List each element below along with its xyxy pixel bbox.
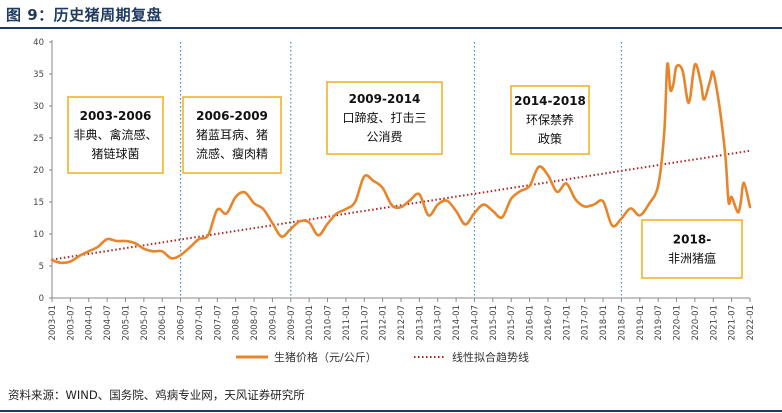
legend-label-price: 生猪价格（元/公斤） bbox=[274, 350, 377, 364]
annotation-text: 2009-2014 bbox=[349, 92, 421, 106]
x-tick-label: 2018-01 bbox=[599, 305, 609, 341]
x-tick-label: 2008-07 bbox=[250, 305, 260, 341]
y-tick-label: 5 bbox=[39, 262, 44, 272]
y-tick-label: 25 bbox=[33, 134, 44, 144]
annotation-text: 公消费 bbox=[366, 130, 402, 144]
x-tick-label: 2014-07 bbox=[470, 305, 480, 341]
x-tick-label: 2020-01 bbox=[673, 305, 683, 341]
y-tick-label: 15 bbox=[33, 198, 44, 208]
y-tick-label: 20 bbox=[33, 166, 44, 176]
legend-label-trend: 线性拟合趋势线 bbox=[452, 350, 529, 364]
x-tick-label: 2009-01 bbox=[268, 305, 278, 341]
y-tick-label: 35 bbox=[33, 70, 44, 80]
x-tick-label: 2011-07 bbox=[360, 305, 370, 341]
x-tick-label: 2010-01 bbox=[305, 305, 315, 341]
x-tick-label: 2007-07 bbox=[213, 305, 223, 341]
annotation-box bbox=[326, 81, 443, 155]
y-tick-label: 40 bbox=[33, 38, 44, 48]
figure-title: 图 9：历史猪周期复盘 bbox=[6, 6, 163, 24]
source-note: 资料来源：WIND、国务院、鸡病专业网，天风证券研究所 bbox=[8, 388, 305, 402]
annotation-text: 政策 bbox=[538, 132, 562, 146]
annotation-text: 2003-2006 bbox=[80, 109, 152, 123]
annotation-text: 流感、瘦肉精 bbox=[196, 146, 268, 161]
x-tick-label: 2012-07 bbox=[397, 305, 407, 341]
x-tick-label: 2015-07 bbox=[507, 305, 517, 341]
x-tick-label: 2019-07 bbox=[654, 305, 664, 341]
annotation-text: 非洲猪瘟 bbox=[668, 251, 716, 266]
x-tick-label: 2015-01 bbox=[489, 305, 499, 341]
annotation-box bbox=[641, 219, 743, 279]
annotation-text: 猪链球菌 bbox=[91, 146, 139, 161]
annotation-text: 非典、禽流感、 bbox=[73, 127, 157, 142]
x-tick-label: 2005-01 bbox=[121, 305, 131, 341]
x-tick-label: 2006-01 bbox=[158, 305, 168, 341]
x-tick-label: 2009-07 bbox=[287, 305, 297, 341]
annotation-box bbox=[67, 96, 164, 174]
price-line bbox=[50, 62, 752, 265]
x-tick-label: 2019-01 bbox=[636, 305, 646, 341]
x-tick-label: 2005-07 bbox=[140, 305, 150, 341]
x-tick-label: 2004-07 bbox=[103, 305, 113, 341]
x-tick-label: 2020-07 bbox=[691, 305, 701, 341]
x-tick-label: 2012-01 bbox=[379, 305, 389, 341]
x-tick-label: 2021-01 bbox=[709, 305, 719, 341]
price-cycle-chart: 0 5 10 15 20 25 30 35 40 2003-01 2003-07 2004-01 200… bbox=[33, 38, 756, 364]
annotation-text: 猪蓝耳病、猪 bbox=[196, 127, 268, 142]
x-tick-label: 2013-01 bbox=[415, 305, 425, 341]
x-tick-label: 2010-07 bbox=[324, 305, 334, 341]
x-tick-label: 2011-01 bbox=[342, 305, 352, 341]
x-tick-label: 2022-01 bbox=[746, 305, 756, 341]
x-tick-label: 2003-07 bbox=[66, 305, 76, 341]
x-tick-label: 2003-01 bbox=[48, 305, 58, 341]
x-tick-label: 2008-01 bbox=[232, 305, 242, 341]
x-tick-label: 2018-07 bbox=[617, 305, 627, 341]
x-tick-label: 2007-01 bbox=[195, 305, 205, 341]
title-divider bbox=[0, 27, 782, 29]
annotation-box bbox=[510, 85, 590, 155]
x-tick-label: 2021-07 bbox=[728, 305, 738, 341]
y-tick-label: 10 bbox=[33, 230, 44, 240]
x-tick-label: 2013-07 bbox=[434, 305, 444, 341]
annotation-text: 口蹄疫、打击三 bbox=[342, 110, 426, 125]
annotation-text: 2014-2018 bbox=[514, 94, 586, 108]
x-tick-label: 2006-07 bbox=[177, 305, 187, 341]
y-tick-label: 30 bbox=[33, 102, 44, 112]
annotation-text: 环保禁养 bbox=[526, 112, 574, 127]
x-tick-label: 2016-07 bbox=[544, 305, 554, 341]
x-tick-label: 2016-01 bbox=[526, 305, 536, 341]
trend-line bbox=[51, 149, 751, 261]
x-tick-label: 2004-01 bbox=[85, 305, 95, 341]
annotation-text: 2006-2009 bbox=[196, 109, 268, 123]
y-tick-label: 0 bbox=[39, 294, 44, 304]
annotation-text: 2018- bbox=[673, 233, 711, 247]
x-tick-label: 2014-01 bbox=[452, 305, 462, 341]
annotation-box bbox=[182, 96, 282, 174]
bottom-divider bbox=[0, 410, 782, 412]
x-tick-label: 2017-01 bbox=[562, 305, 572, 341]
x-tick-label: 2017-07 bbox=[581, 305, 591, 341]
